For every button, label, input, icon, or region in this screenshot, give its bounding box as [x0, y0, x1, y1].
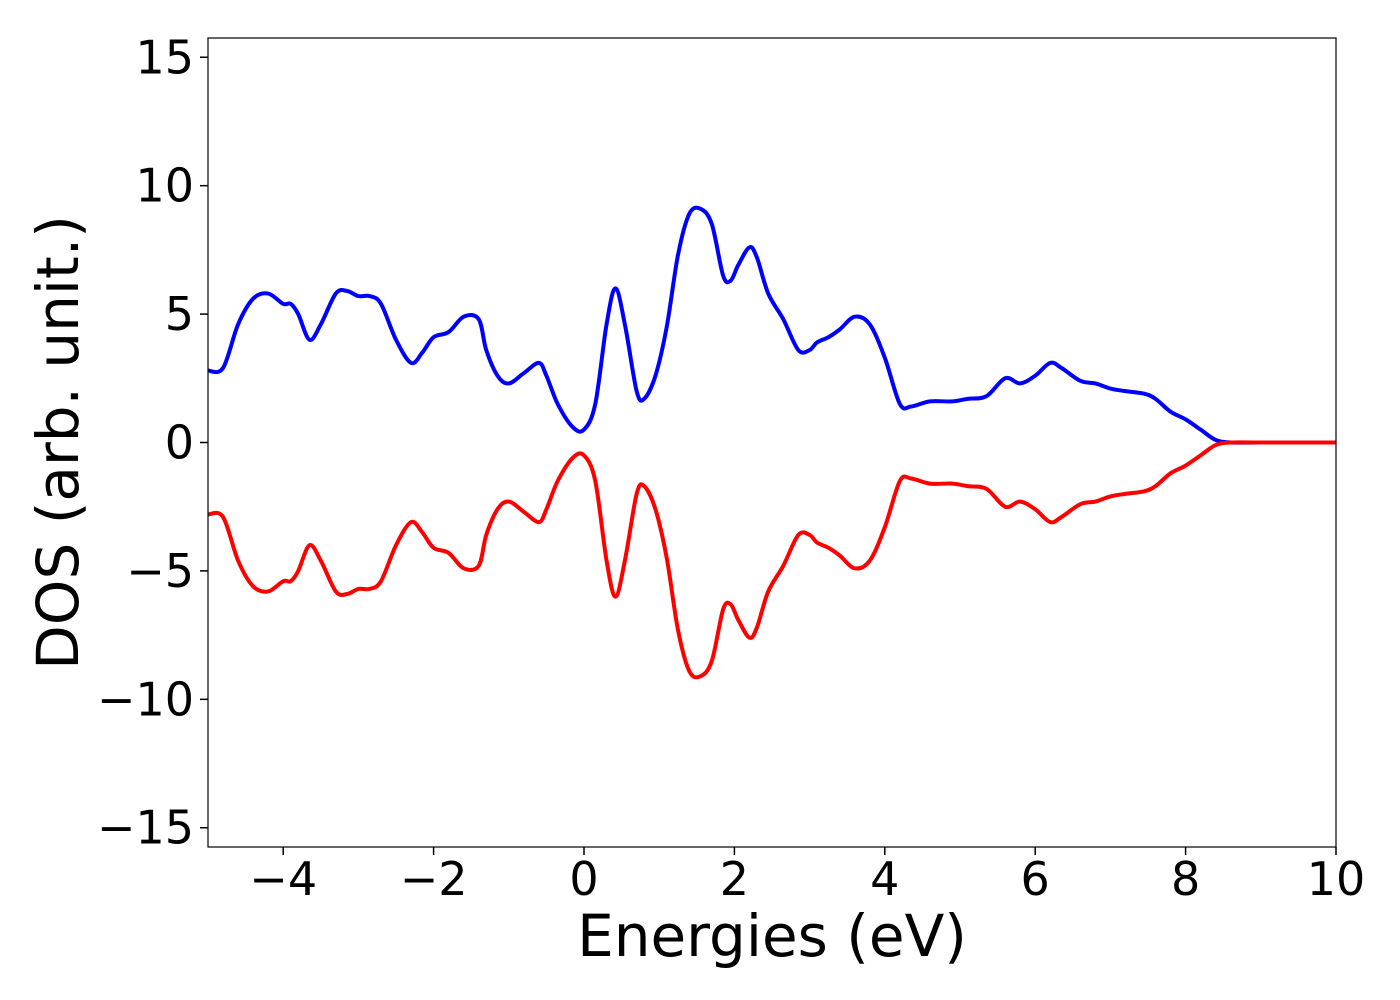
y-tick-label: −10: [97, 672, 194, 726]
series-line-red: [208, 440, 1336, 680]
x-tick-label: −4: [249, 852, 317, 906]
y-tick-label: 10: [135, 159, 194, 213]
x-tick-label: 0: [569, 852, 598, 906]
y-tick-label: −15: [97, 801, 194, 855]
y-axis-label: DOS (arb. unit.): [24, 215, 92, 670]
plot-frame: [207, 37, 1337, 848]
y-tick-label: −5: [126, 544, 194, 598]
x-tick-label: 10: [1307, 852, 1366, 906]
series-line-blue: [208, 205, 1336, 445]
y-tick-label: 5: [165, 287, 194, 341]
y-tick-label: 0: [165, 416, 194, 470]
x-tick-label: 2: [720, 852, 749, 906]
y-tick-label: 15: [135, 30, 194, 84]
x-axis-label: Energies (eV): [577, 902, 967, 970]
x-tick-label: 6: [1021, 852, 1050, 906]
x-tick-label: 8: [1171, 852, 1200, 906]
x-tick-label: 4: [870, 852, 899, 906]
x-tick-label: −2: [400, 852, 468, 906]
